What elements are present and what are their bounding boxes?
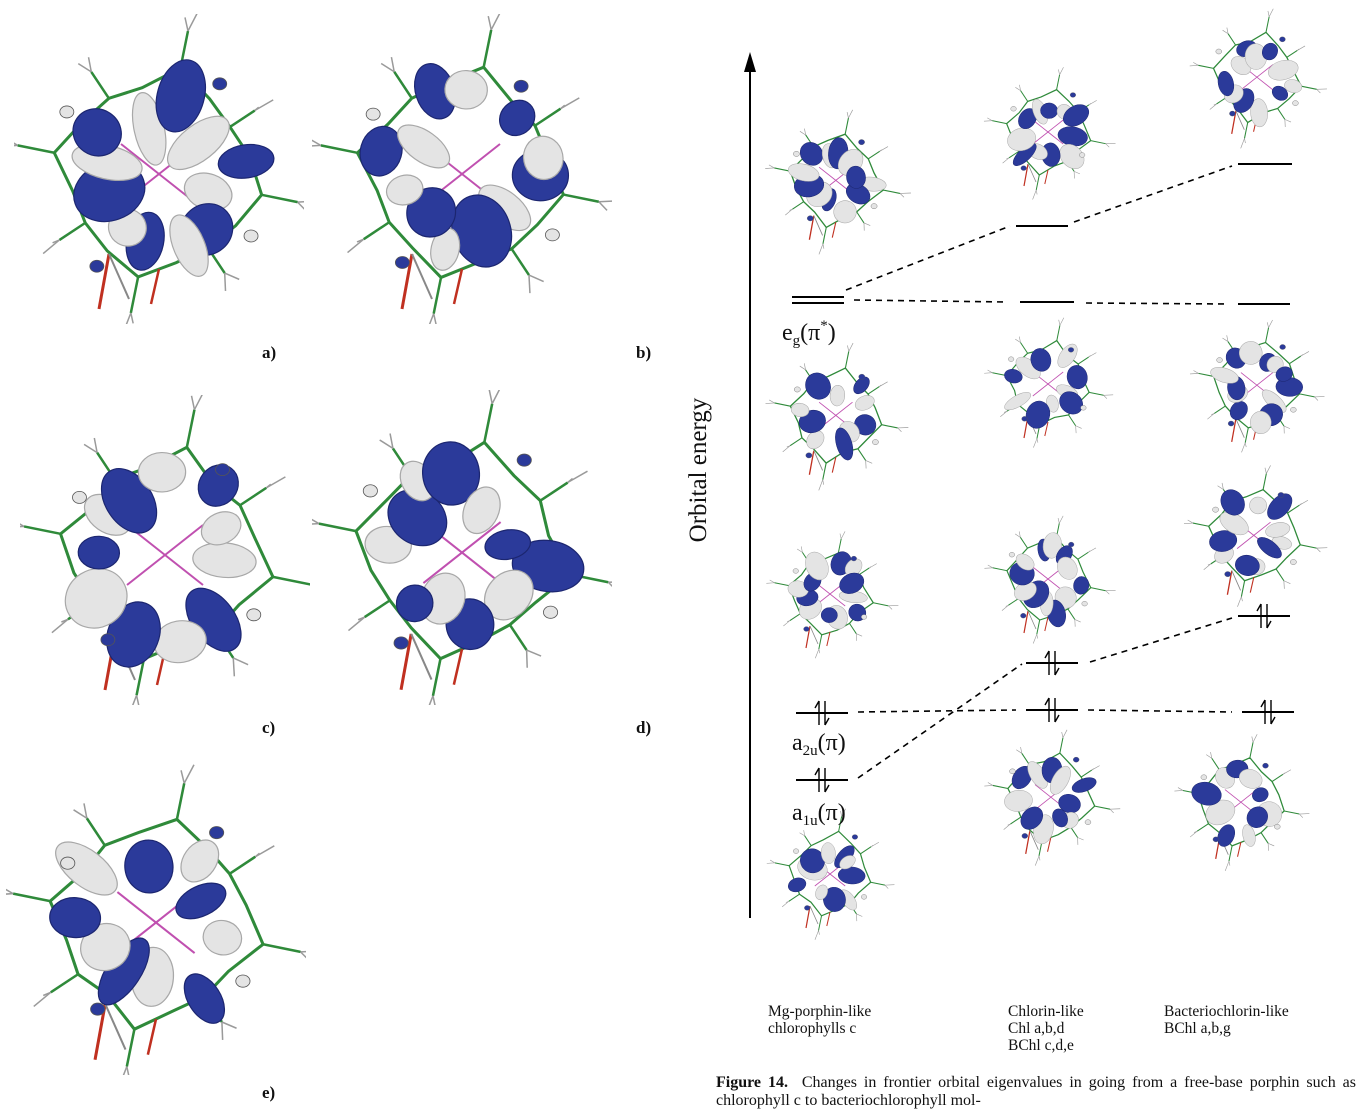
small-orbital-render: [766, 531, 898, 658]
column-title-bacteriochlorin: Bacteriochlorin-like BChl a,b,g: [1164, 1003, 1289, 1037]
small-orbital-render: [1174, 734, 1309, 871]
orbital-label-a2u: a2u(π): [792, 730, 846, 760]
orbital-label-eg: eg(π*): [782, 318, 836, 350]
homo-levels: [796, 616, 1294, 780]
small-orbital-render: [1190, 320, 1325, 452]
column-title-chlorin: Chlorin-like Chl a,b,d BChl c,d,e: [1008, 1003, 1084, 1054]
caption-figure-number: Figure 14.: [716, 1074, 788, 1091]
figure-caption: Figure 14. Changes in frontier orbital e…: [716, 1074, 1356, 1110]
column-title-porphin: Mg-porphin-like chlorophylls c: [768, 1003, 871, 1037]
energy-axis-arrowhead: [744, 52, 756, 72]
small-orbital-render: [766, 343, 909, 490]
small-orbital-render: [984, 516, 1115, 644]
orbital-label-a1u: a1u(π): [792, 800, 846, 830]
y-axis-label: Orbital energy: [685, 360, 715, 580]
caption-text: Changes in frontier orbital eigenvalues …: [716, 1074, 1356, 1109]
small-orbital-render: [765, 110, 911, 255]
small-orbital-render: [1190, 9, 1327, 149]
small-orbital-render: [984, 318, 1113, 448]
correlation-lines: [846, 166, 1232, 778]
small-orbital-render: [1184, 465, 1327, 606]
small-orbital-render: [984, 730, 1120, 866]
small-orbital-render: [984, 67, 1116, 199]
